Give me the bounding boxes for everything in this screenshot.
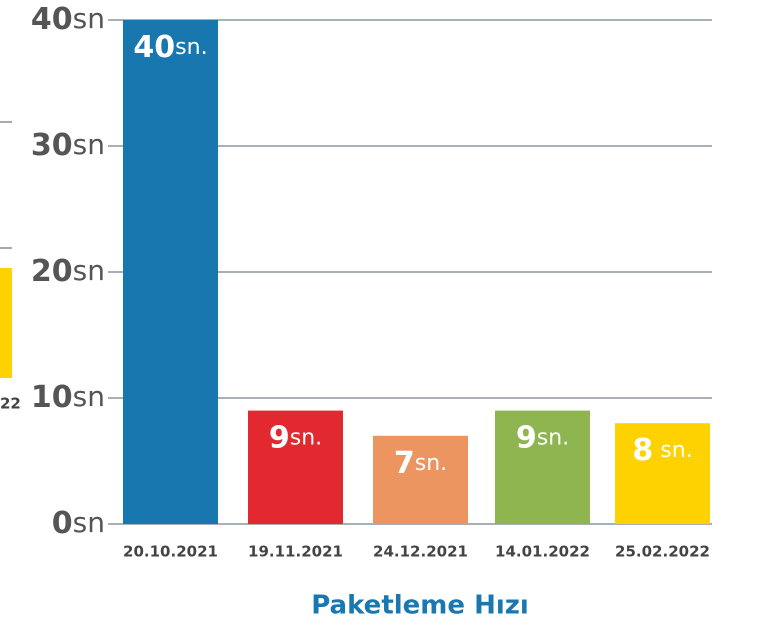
- y-tick-label: 40sn: [31, 2, 105, 37]
- value-label: 7sn.: [394, 445, 447, 480]
- fragment-bar: [0, 268, 12, 378]
- bar: [123, 20, 218, 524]
- x-tick-label: 14.01.2022: [495, 543, 590, 561]
- x-tick-label: 19.11.2021: [248, 543, 343, 561]
- x-tick-label: 25.02.2022: [615, 543, 710, 561]
- y-tick-label: 0sn: [52, 506, 105, 541]
- value-label: 40sn.: [133, 30, 207, 65]
- value-label: 9sn.: [516, 420, 569, 455]
- x-tick-label: 20.10.2021: [123, 543, 218, 561]
- fragment-label: 22: [0, 395, 21, 413]
- y-tick-label: 10sn: [31, 380, 105, 415]
- y-tick-label: 30sn: [31, 128, 105, 163]
- y-tick-label: 20sn: [31, 254, 105, 289]
- x-tick-label: 24.12.2021: [373, 543, 468, 561]
- bar: [495, 410, 590, 524]
- chart-title: Paketleme Hızı: [311, 591, 529, 621]
- value-label: 9sn.: [269, 420, 322, 455]
- bar: [615, 423, 710, 524]
- bar: [373, 435, 468, 524]
- value-label: 8 sn.: [632, 433, 692, 468]
- bar: [248, 410, 343, 524]
